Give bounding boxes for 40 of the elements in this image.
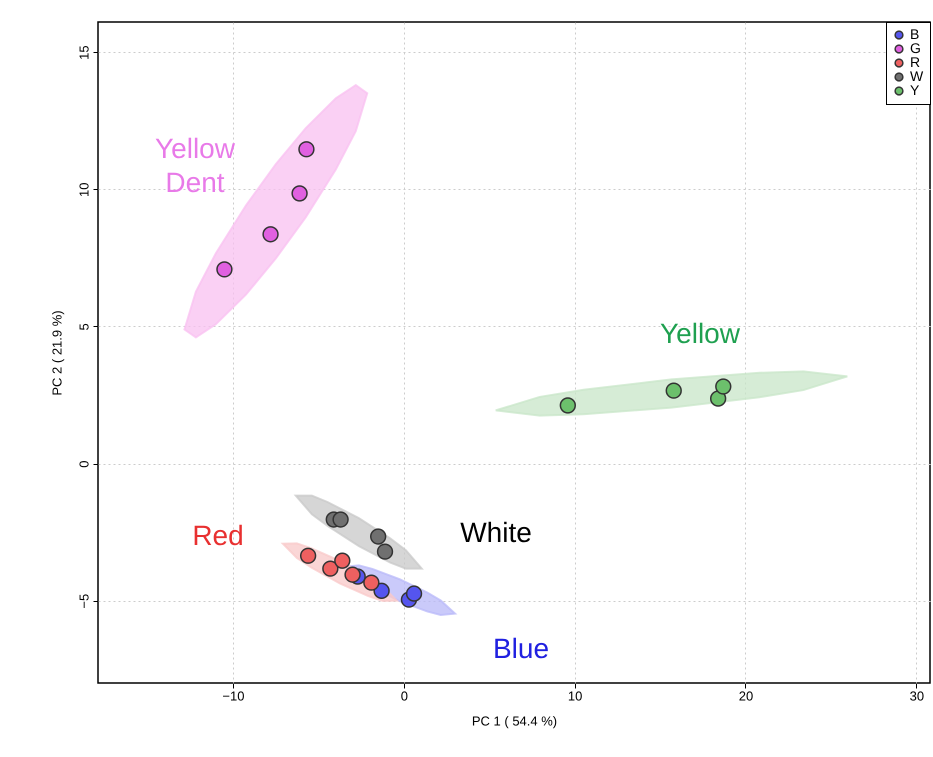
annotation: Yellow — [660, 318, 741, 349]
point — [560, 397, 576, 414]
annotation: Red — [192, 520, 244, 551]
annotation: White — [460, 517, 532, 548]
point — [666, 382, 682, 399]
legend-label: W — [910, 68, 924, 84]
point — [406, 585, 422, 602]
annotation: Blue — [492, 633, 550, 664]
x-tick-label: 0 — [400, 688, 408, 704]
y-tick-label: 15 — [76, 45, 92, 60]
legend-label: G — [910, 40, 921, 56]
point — [334, 552, 350, 569]
point — [332, 511, 349, 528]
x-tick-label: 30 — [910, 688, 924, 704]
point — [344, 566, 361, 583]
point — [322, 560, 339, 577]
point — [376, 543, 394, 560]
point — [300, 548, 316, 564]
point — [715, 378, 732, 395]
x-axis-title: PC 1 ( 54.4 %) — [472, 714, 558, 728]
legend-label: R — [910, 54, 920, 70]
y-tick-label: 0 — [76, 460, 92, 468]
point — [298, 141, 315, 158]
x-tick-label: 20 — [738, 688, 754, 704]
y-tick-label: 10 — [76, 182, 92, 198]
point — [710, 390, 726, 407]
y-tick-label: 5 — [76, 323, 92, 331]
point — [370, 528, 386, 545]
point — [373, 582, 390, 599]
legend-label: Y — [910, 82, 920, 98]
point — [363, 574, 380, 591]
x-tick-label: −10 — [222, 688, 244, 704]
x-tick-label: 10 — [568, 688, 582, 704]
point — [262, 226, 279, 242]
legend-label: B — [910, 26, 920, 42]
y-axis-title: PC 2 ( 21.9 %) — [50, 310, 64, 396]
y-tick-label: −5 — [76, 594, 92, 609]
point — [291, 185, 308, 202]
point — [216, 261, 233, 278]
annotation: Yellow Dent — [155, 133, 236, 198]
